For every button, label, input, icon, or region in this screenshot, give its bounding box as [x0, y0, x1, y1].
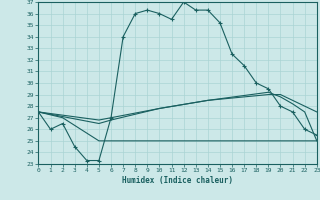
X-axis label: Humidex (Indice chaleur): Humidex (Indice chaleur)	[122, 176, 233, 185]
